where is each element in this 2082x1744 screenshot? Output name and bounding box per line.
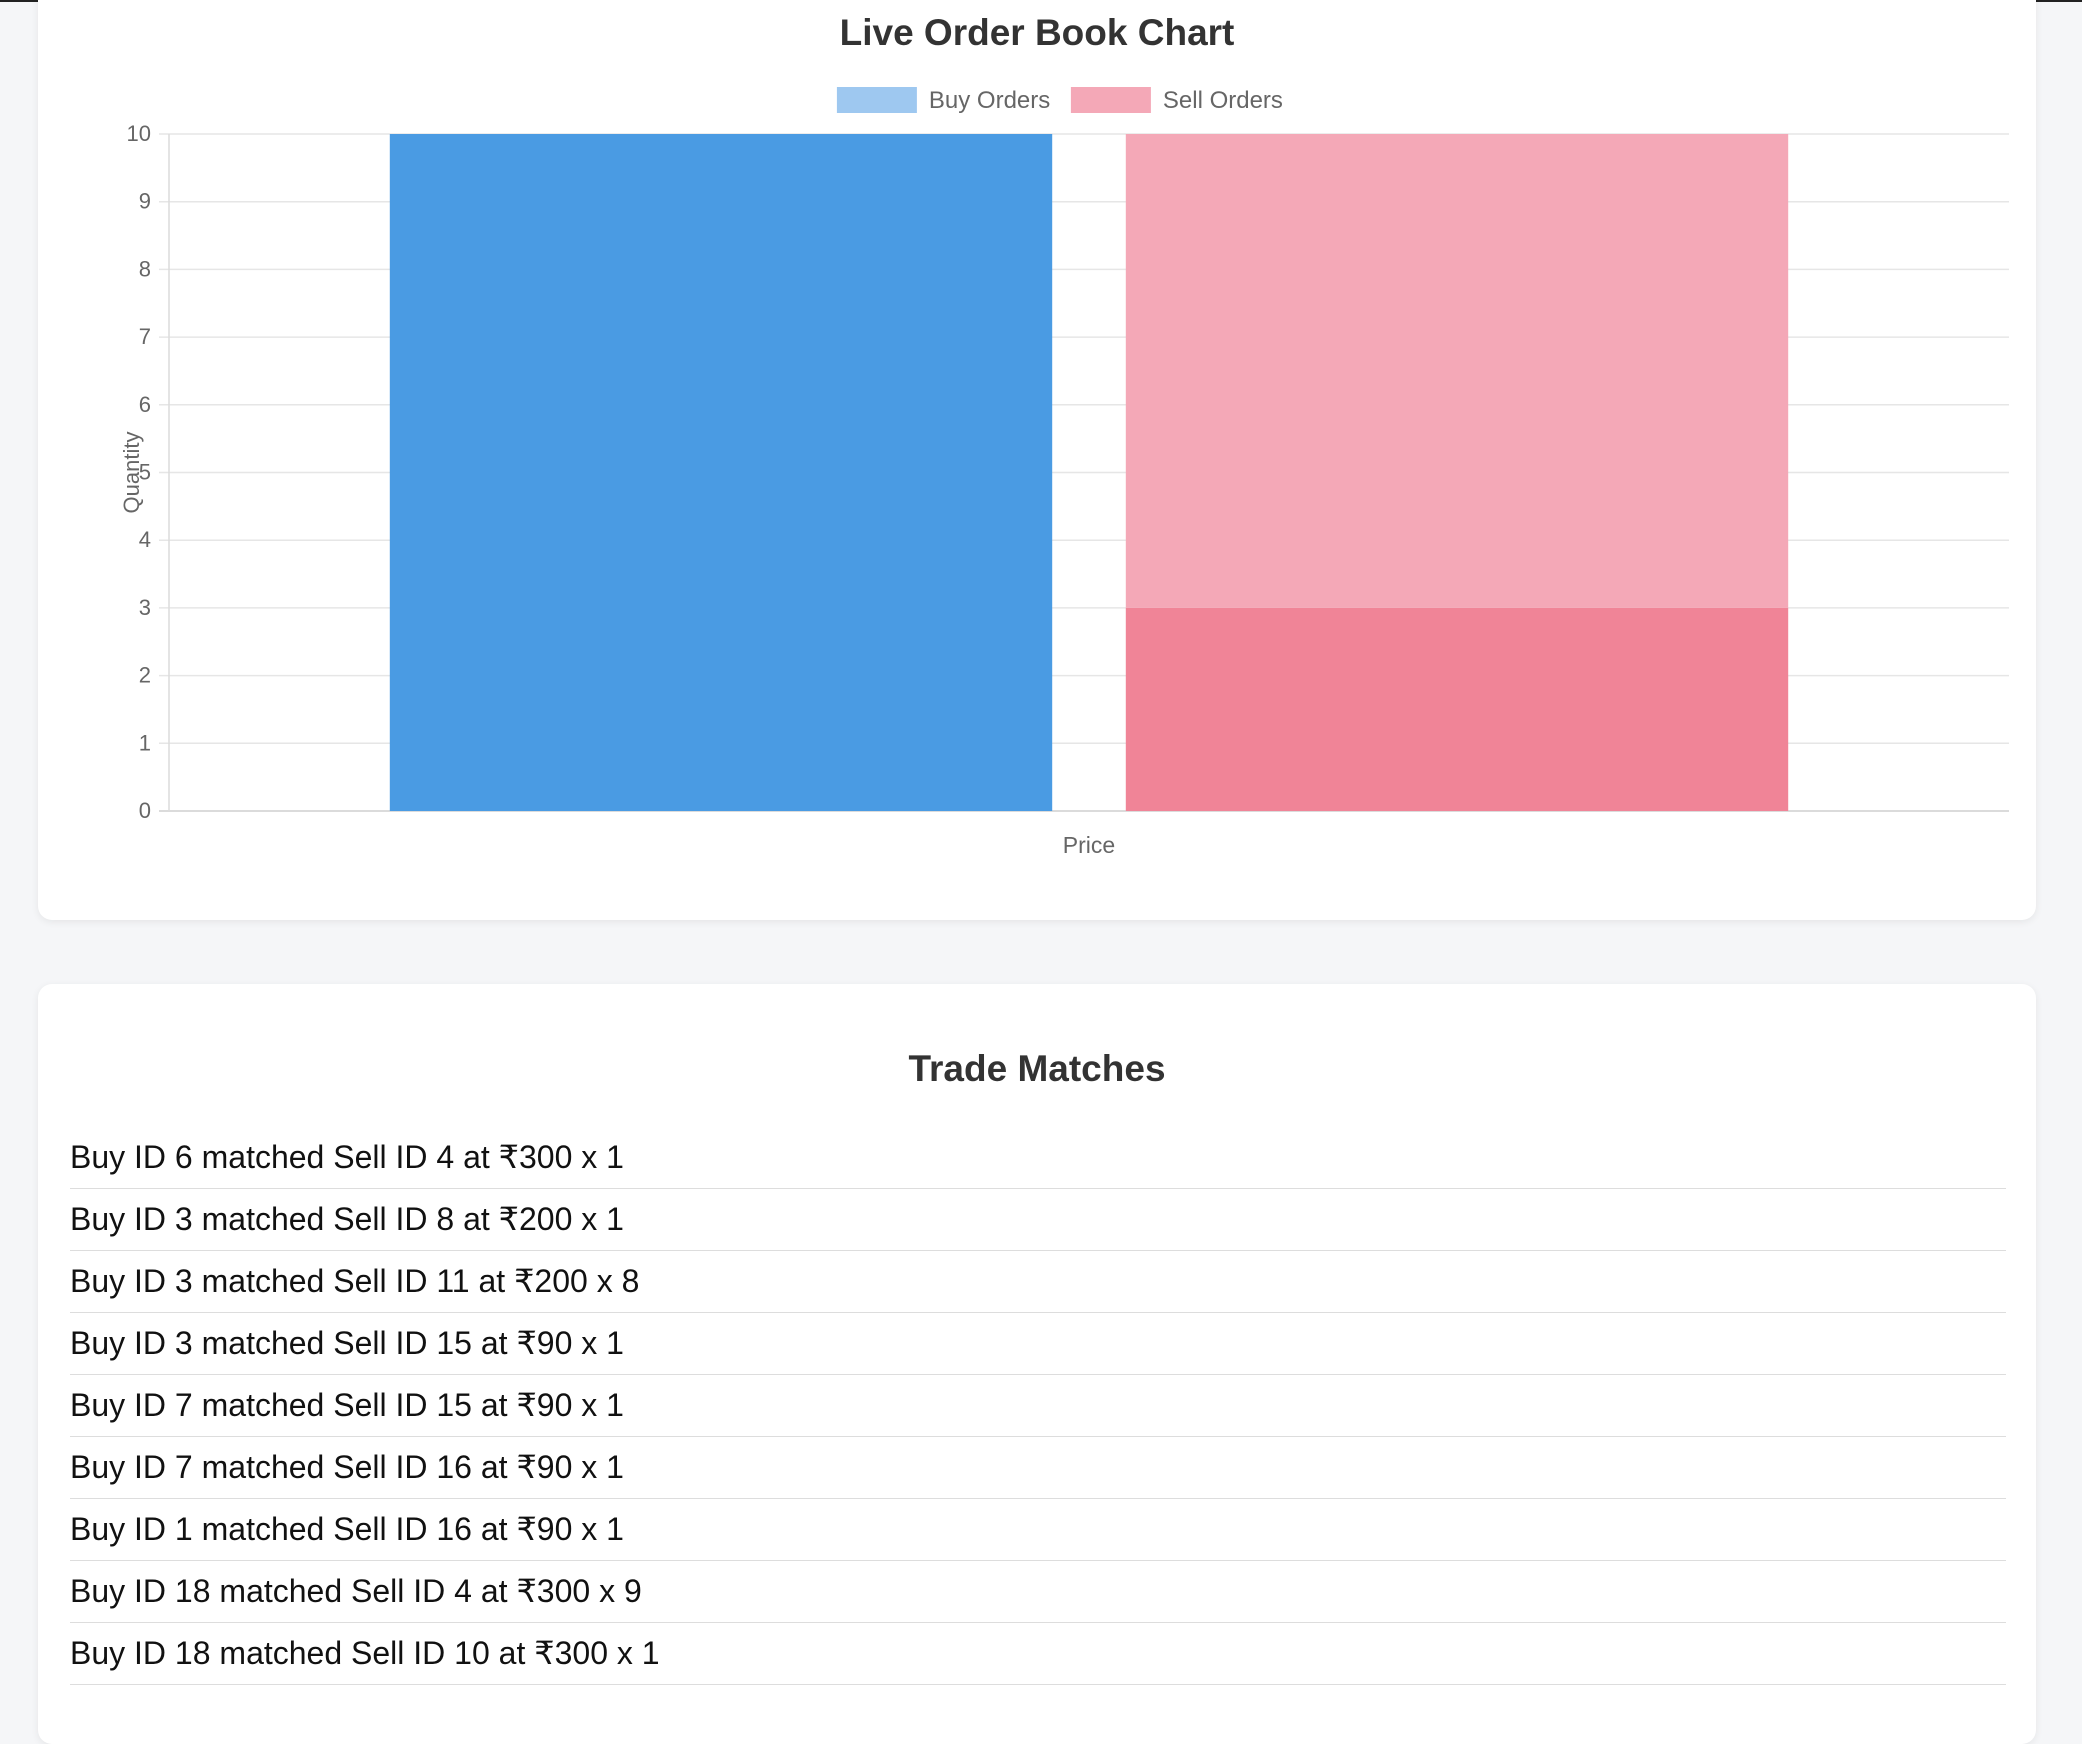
y-tick-label: 7 [139, 324, 151, 349]
trade-match-item: Buy ID 6 matched Sell ID 4 at ₹300 x 1 [70, 1127, 2006, 1189]
y-tick-label: 2 [139, 663, 151, 688]
y-tick-label: 10 [127, 121, 151, 146]
y-tick-label: 6 [139, 392, 151, 417]
y-tick-label: 5 [139, 460, 151, 485]
y-tick-label: 4 [139, 527, 151, 552]
chart-card-title: Live Order Book Chart [839, 12, 1235, 53]
y-axis-label: Quantity [119, 432, 144, 514]
buy-bar [389, 134, 1053, 811]
legend-swatch [836, 87, 917, 113]
legend-label: Buy Orders [929, 87, 1050, 114]
order-book-chart: 0 1 2 3 4 5 6 7 8 9 10 Quantity Price Buy Orders Sell … [119, 87, 2009, 858]
y-tick-label: 9 [139, 189, 151, 214]
y-tick-label: 1 [139, 730, 151, 755]
trade-match-item: Buy ID 3 matched Sell ID 11 at ₹200 x 8 [70, 1251, 2006, 1313]
trade-match-item: Buy ID 3 matched Sell ID 8 at ₹200 x 1 [70, 1189, 2006, 1251]
trade-matches-card: Trade Matches Buy ID 6 matched Sell ID 4… [38, 984, 2036, 1744]
trade-match-item: Buy ID 3 matched Sell ID 15 at ₹90 x 1 [70, 1313, 2006, 1375]
trade-match-item: Buy ID 1 matched Sell ID 16 at ₹90 x 1 [70, 1499, 2006, 1561]
sell-bar [1125, 134, 1789, 608]
trade-match-item: Buy ID 7 matched Sell ID 16 at ₹90 x 1 [70, 1437, 2006, 1499]
trade-match-item: Buy ID 7 matched Sell ID 15 at ₹90 x 1 [70, 1375, 2006, 1437]
y-tick-label: 3 [139, 595, 151, 620]
legend-swatch [1070, 87, 1151, 113]
trade-match-item: Buy ID 18 matched Sell ID 10 at ₹300 x 1 [70, 1623, 2006, 1685]
y-tick-label: 8 [139, 256, 151, 281]
x-axis-label: Price [1063, 832, 1115, 858]
y-tick-label: 0 [139, 798, 151, 823]
trade-matches-list: Buy ID 6 matched Sell ID 4 at ₹300 x 1 Bu… [70, 1127, 2006, 1685]
trade-matches-title: Trade Matches [908, 1048, 1166, 1089]
chart-card: Live Order Book Chart 0 1 2 3 4 5 6 7 8 9 10 Quanti… [38, 0, 2036, 920]
trade-match-item: Buy ID 18 matched Sell ID 4 at ₹300 x 9 [70, 1561, 2006, 1623]
legend-label: Sell Orders [1163, 87, 1283, 114]
sell-bar [1125, 607, 1789, 811]
